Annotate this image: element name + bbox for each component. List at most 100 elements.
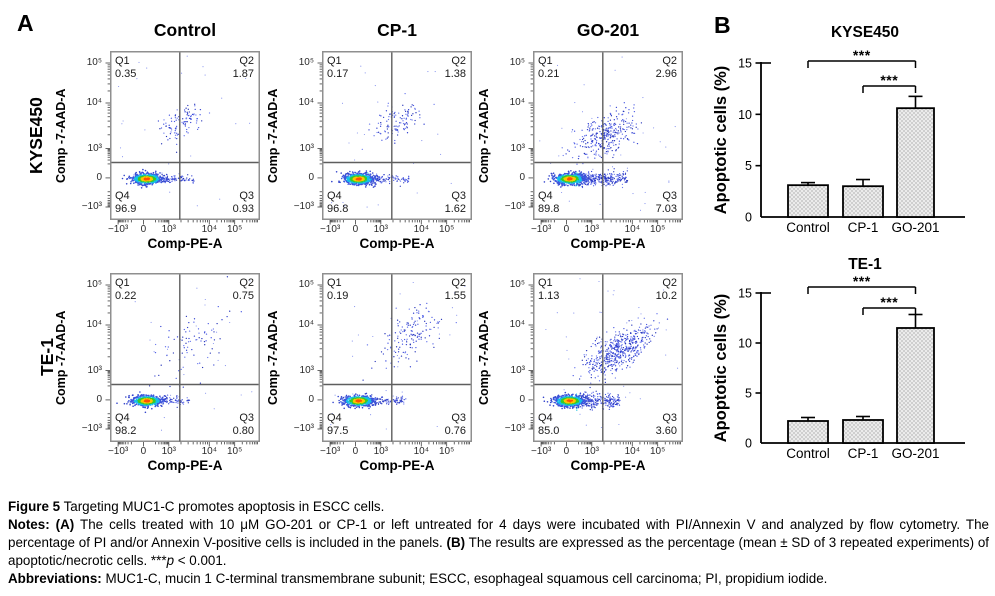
quadrant-name: Q1 — [538, 55, 553, 67]
x-tick-label: 10⁵ — [650, 224, 666, 235]
quadrant-q3-label: Q3 0.76 — [410, 412, 466, 438]
scatter-points — [116, 276, 253, 431]
quadrant-q1-label: Q1 0.35 — [115, 55, 171, 81]
x-tick-label: 10⁵ — [227, 224, 243, 235]
plot-frame — [110, 51, 260, 220]
caption-abbr-text: MUC1-C, mucin 1 C-terminal transmembrane… — [105, 571, 828, 587]
y-tick-label: 10⁵ — [509, 279, 525, 290]
x-tick-label: 10³ — [161, 446, 177, 457]
axis-ticks — [105, 284, 258, 447]
y-tick-label: 10³ — [510, 364, 525, 376]
bar-cp-1 — [842, 185, 884, 218]
y-tick-label: 10³ — [299, 142, 314, 154]
x-tick-label: −10³ — [107, 224, 129, 235]
quadrant-value: 1.87 — [232, 68, 254, 80]
quadrant-q1-label: Q1 0.22 — [115, 277, 171, 303]
quadrant-q4-label: Q4 96.8 — [327, 190, 383, 216]
sig-stars: *** — [853, 47, 871, 63]
quadrant-name: Q2 — [662, 55, 677, 67]
x-tick-label: −10³ — [319, 224, 341, 235]
quadrant-name: Q2 — [239, 277, 254, 289]
bar-cp-1 — [842, 419, 884, 444]
plot-frame — [322, 51, 472, 220]
y-tick-label: 10 — [738, 337, 752, 351]
y-tick-label: 10³ — [299, 364, 314, 376]
x-category-label: CP-1 — [848, 446, 879, 461]
x-tick-label: 10⁵ — [439, 224, 455, 235]
caption-b-marker: (B) — [446, 535, 466, 551]
quadrant-q3-label: Q3 0.93 — [198, 190, 254, 216]
bar-control — [787, 420, 829, 444]
quadrant-name: Q1 — [538, 277, 553, 289]
y-tick-label: 0 — [96, 393, 102, 405]
x-tick-label: 10⁴ — [624, 224, 640, 235]
scatter-points — [539, 56, 676, 211]
y-tick-label: 0 — [519, 171, 525, 183]
flow-plot-kyse450-go-201 — [528, 51, 683, 225]
x-tick-label: 10⁵ — [650, 446, 666, 457]
y-tick-label: −10³ — [293, 201, 314, 212]
plot-frame — [322, 273, 472, 442]
quadrant-name: Q2 — [662, 277, 677, 289]
x-tick-label: 10³ — [373, 446, 389, 457]
y-tick-label: 10⁴ — [509, 319, 525, 330]
x-category-label: CP-1 — [848, 220, 879, 235]
scatter-points — [118, 55, 251, 207]
caption-title-line: Figure 5 Targeting MUC1-C promotes apopt… — [8, 498, 989, 516]
column-title-go201: GO-201 — [576, 20, 640, 40]
quadrant-q4-label: Q4 97.5 — [327, 412, 383, 438]
quadrant-value: 1.38 — [444, 68, 466, 80]
quadrant-value: 0.93 — [232, 203, 254, 215]
plot-frame — [533, 51, 683, 220]
caption-figure-label: Figure 5 — [8, 499, 61, 514]
panel-a-label: A — [17, 10, 34, 36]
quadrant-value: 0.80 — [232, 425, 254, 437]
quadrant-name: Q2 — [239, 55, 254, 67]
y-tick-label: 15 — [738, 287, 752, 301]
quadrant-value: 96.9 — [115, 203, 137, 215]
column-title-control: Control — [153, 20, 217, 40]
quadrant-value: 7.03 — [655, 203, 677, 215]
quadrant-q2-label: Q2 0.75 — [198, 277, 254, 303]
quadrant-q4-label: Q4 98.2 — [115, 412, 171, 438]
x-tick-label: −10³ — [530, 224, 552, 235]
sig-bracket-2 — [862, 307, 917, 315]
caption-notes: Notes: (A) The cells treated with 10 μM … — [8, 516, 989, 570]
scatter-points — [538, 278, 679, 429]
x-tick-label: 0 — [352, 224, 359, 235]
caption-abbreviations: Abbreviations: MUC1-C, mucin 1 C-termina… — [8, 570, 989, 588]
quadrant-q2-label: Q2 1.87 — [198, 55, 254, 81]
x-tick-label: 10⁴ — [201, 446, 217, 457]
chart-title: TE-1 — [848, 256, 882, 273]
y-tick-label: 0 — [519, 393, 525, 405]
flow-plot-te-1-control — [105, 273, 260, 447]
sig-bracket-1 — [807, 60, 917, 68]
x-tick-label: −10³ — [107, 446, 129, 457]
quadrant-name: Q4 — [538, 412, 553, 424]
y-axis-title: Apoptotic cells (%) — [713, 294, 730, 443]
quadrant-name: Q3 — [662, 190, 677, 202]
quadrant-value: 98.2 — [115, 425, 137, 437]
bar-go-201 — [896, 107, 935, 218]
caption-sig-p: p — [166, 553, 175, 569]
flow-plot-te-1-go-201 — [528, 273, 683, 447]
quadrant-value: 1.55 — [444, 290, 466, 302]
quadrant-name: Q3 — [239, 412, 254, 424]
y-tick-label: 0 — [308, 393, 314, 405]
quadrant-value: 1.62 — [444, 203, 466, 215]
y-tick-label: 10⁴ — [86, 97, 102, 108]
caption-b-text: The results are expressed as the percent… — [8, 535, 989, 569]
quadrant-value: 1.13 — [538, 290, 560, 302]
y-tick-label: 10 — [738, 108, 752, 122]
plot-frame — [533, 273, 683, 442]
y-tick-label: 10⁵ — [298, 279, 314, 290]
y-tick-label: 10⁴ — [298, 97, 314, 108]
quadrant-value: 10.2 — [655, 290, 677, 302]
x-tick-label: 0 — [563, 224, 570, 235]
bar-chart-kyse450: KYSE450 Apoptotic cells (%) 0 5 10 15 Control C… — [713, 24, 965, 235]
axis-ticks — [317, 62, 470, 225]
quadrant-value: 89.8 — [538, 203, 560, 215]
x-tick-label: 10³ — [584, 446, 600, 457]
y-tick-label: −10³ — [81, 423, 102, 434]
